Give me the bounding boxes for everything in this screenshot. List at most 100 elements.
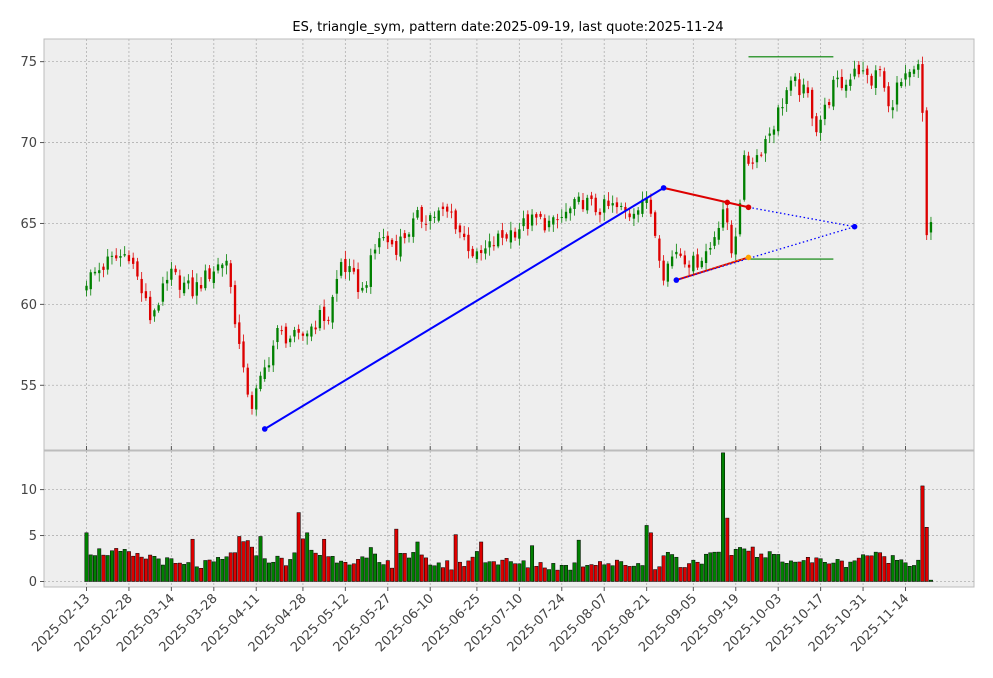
volume-bar bbox=[364, 557, 369, 582]
pattern-point bbox=[673, 277, 680, 283]
candle-body bbox=[687, 264, 691, 268]
candle-body bbox=[356, 269, 360, 293]
volume-bar bbox=[818, 558, 823, 582]
volume-bar bbox=[292, 552, 297, 582]
candle-body bbox=[751, 162, 754, 164]
volume-bar bbox=[555, 569, 560, 582]
candle-body bbox=[564, 211, 568, 219]
candle-body bbox=[365, 285, 368, 288]
volume-bar bbox=[88, 554, 93, 582]
candle-body bbox=[670, 256, 674, 267]
candle-body bbox=[904, 73, 907, 80]
volume-bar bbox=[445, 560, 450, 582]
volume-bar bbox=[653, 569, 658, 582]
volume-bar bbox=[470, 556, 475, 582]
candle-body bbox=[908, 71, 911, 78]
volume-bar bbox=[648, 532, 653, 582]
volume-bar bbox=[305, 532, 310, 582]
candle-body bbox=[475, 251, 479, 260]
candle-body bbox=[437, 210, 440, 221]
volume-bar bbox=[636, 563, 641, 582]
volume-bar bbox=[390, 567, 394, 582]
candle-body bbox=[870, 75, 873, 86]
candle-body bbox=[403, 233, 406, 239]
volume-bar bbox=[929, 579, 933, 582]
candle-body bbox=[611, 203, 614, 206]
candle-body bbox=[819, 119, 822, 133]
candle-body bbox=[755, 155, 759, 163]
volume-bar bbox=[424, 557, 428, 582]
volume-bar bbox=[665, 552, 670, 582]
candle-body bbox=[810, 89, 814, 119]
candle-body bbox=[662, 260, 665, 281]
candle-body bbox=[272, 345, 275, 366]
candle-body bbox=[429, 215, 432, 222]
volume-bar bbox=[267, 562, 271, 582]
volume-bar bbox=[152, 556, 157, 582]
candle-body bbox=[726, 208, 729, 223]
volume-bar bbox=[508, 561, 513, 582]
volume-bar bbox=[93, 555, 97, 582]
volume-bar bbox=[160, 564, 165, 582]
candle-body bbox=[721, 209, 725, 228]
candle-body bbox=[140, 278, 143, 294]
candle-body bbox=[522, 218, 525, 227]
volume-bar bbox=[614, 559, 619, 582]
volume-bar bbox=[339, 560, 344, 582]
candle-body bbox=[653, 212, 657, 236]
volume-bar bbox=[343, 561, 348, 582]
volume-bar bbox=[878, 552, 882, 582]
volume-bar bbox=[525, 567, 530, 582]
candle-body bbox=[378, 238, 381, 248]
volume-bar bbox=[441, 567, 445, 582]
price-y-tick-label: 60 bbox=[20, 298, 37, 313]
candle-body bbox=[768, 133, 771, 136]
candle-body bbox=[645, 197, 648, 203]
candle-body bbox=[878, 69, 882, 71]
candle-body bbox=[310, 326, 313, 337]
volume-bar bbox=[742, 548, 747, 582]
volume-bar bbox=[110, 550, 114, 582]
price-y-tick-label: 65 bbox=[20, 217, 37, 232]
candle-body bbox=[590, 195, 593, 200]
volume-bar bbox=[407, 557, 411, 582]
candle-body bbox=[917, 64, 920, 70]
candle-body bbox=[581, 200, 585, 210]
candle-body bbox=[106, 256, 109, 270]
pattern-point bbox=[851, 223, 858, 230]
candle-body bbox=[276, 328, 279, 343]
volume-bar bbox=[856, 557, 861, 582]
volume-bar bbox=[177, 562, 182, 582]
volume-bar bbox=[623, 565, 628, 582]
candle-body bbox=[883, 71, 886, 88]
pattern-projection-line bbox=[676, 226, 855, 281]
volume-bar bbox=[411, 552, 416, 582]
candle-body bbox=[849, 79, 852, 86]
volume-bar bbox=[513, 563, 518, 582]
candle-body bbox=[836, 77, 839, 80]
candle-body bbox=[781, 107, 784, 109]
candle-body bbox=[195, 282, 198, 296]
volume-bar bbox=[585, 565, 590, 582]
volume-bar bbox=[517, 563, 522, 582]
candle-body bbox=[777, 107, 780, 132]
volume-bar bbox=[504, 558, 509, 582]
volume-bar bbox=[576, 539, 581, 582]
volume-bar bbox=[810, 562, 815, 582]
volume-bar bbox=[733, 549, 738, 582]
volume-bar bbox=[313, 552, 318, 582]
candle-body bbox=[479, 250, 483, 254]
pattern-point bbox=[745, 204, 752, 211]
candle-body bbox=[212, 271, 215, 283]
candle-body bbox=[844, 84, 848, 91]
candle-body bbox=[747, 155, 750, 164]
volume-bar bbox=[750, 546, 755, 582]
volume-bar bbox=[610, 565, 615, 582]
volume-bar bbox=[457, 561, 462, 582]
volume-bar bbox=[258, 536, 263, 582]
candle-body bbox=[488, 241, 491, 248]
volume-bar bbox=[606, 563, 611, 582]
candle-body bbox=[641, 199, 644, 214]
pattern-point bbox=[660, 185, 667, 191]
volume-bar bbox=[547, 569, 551, 582]
